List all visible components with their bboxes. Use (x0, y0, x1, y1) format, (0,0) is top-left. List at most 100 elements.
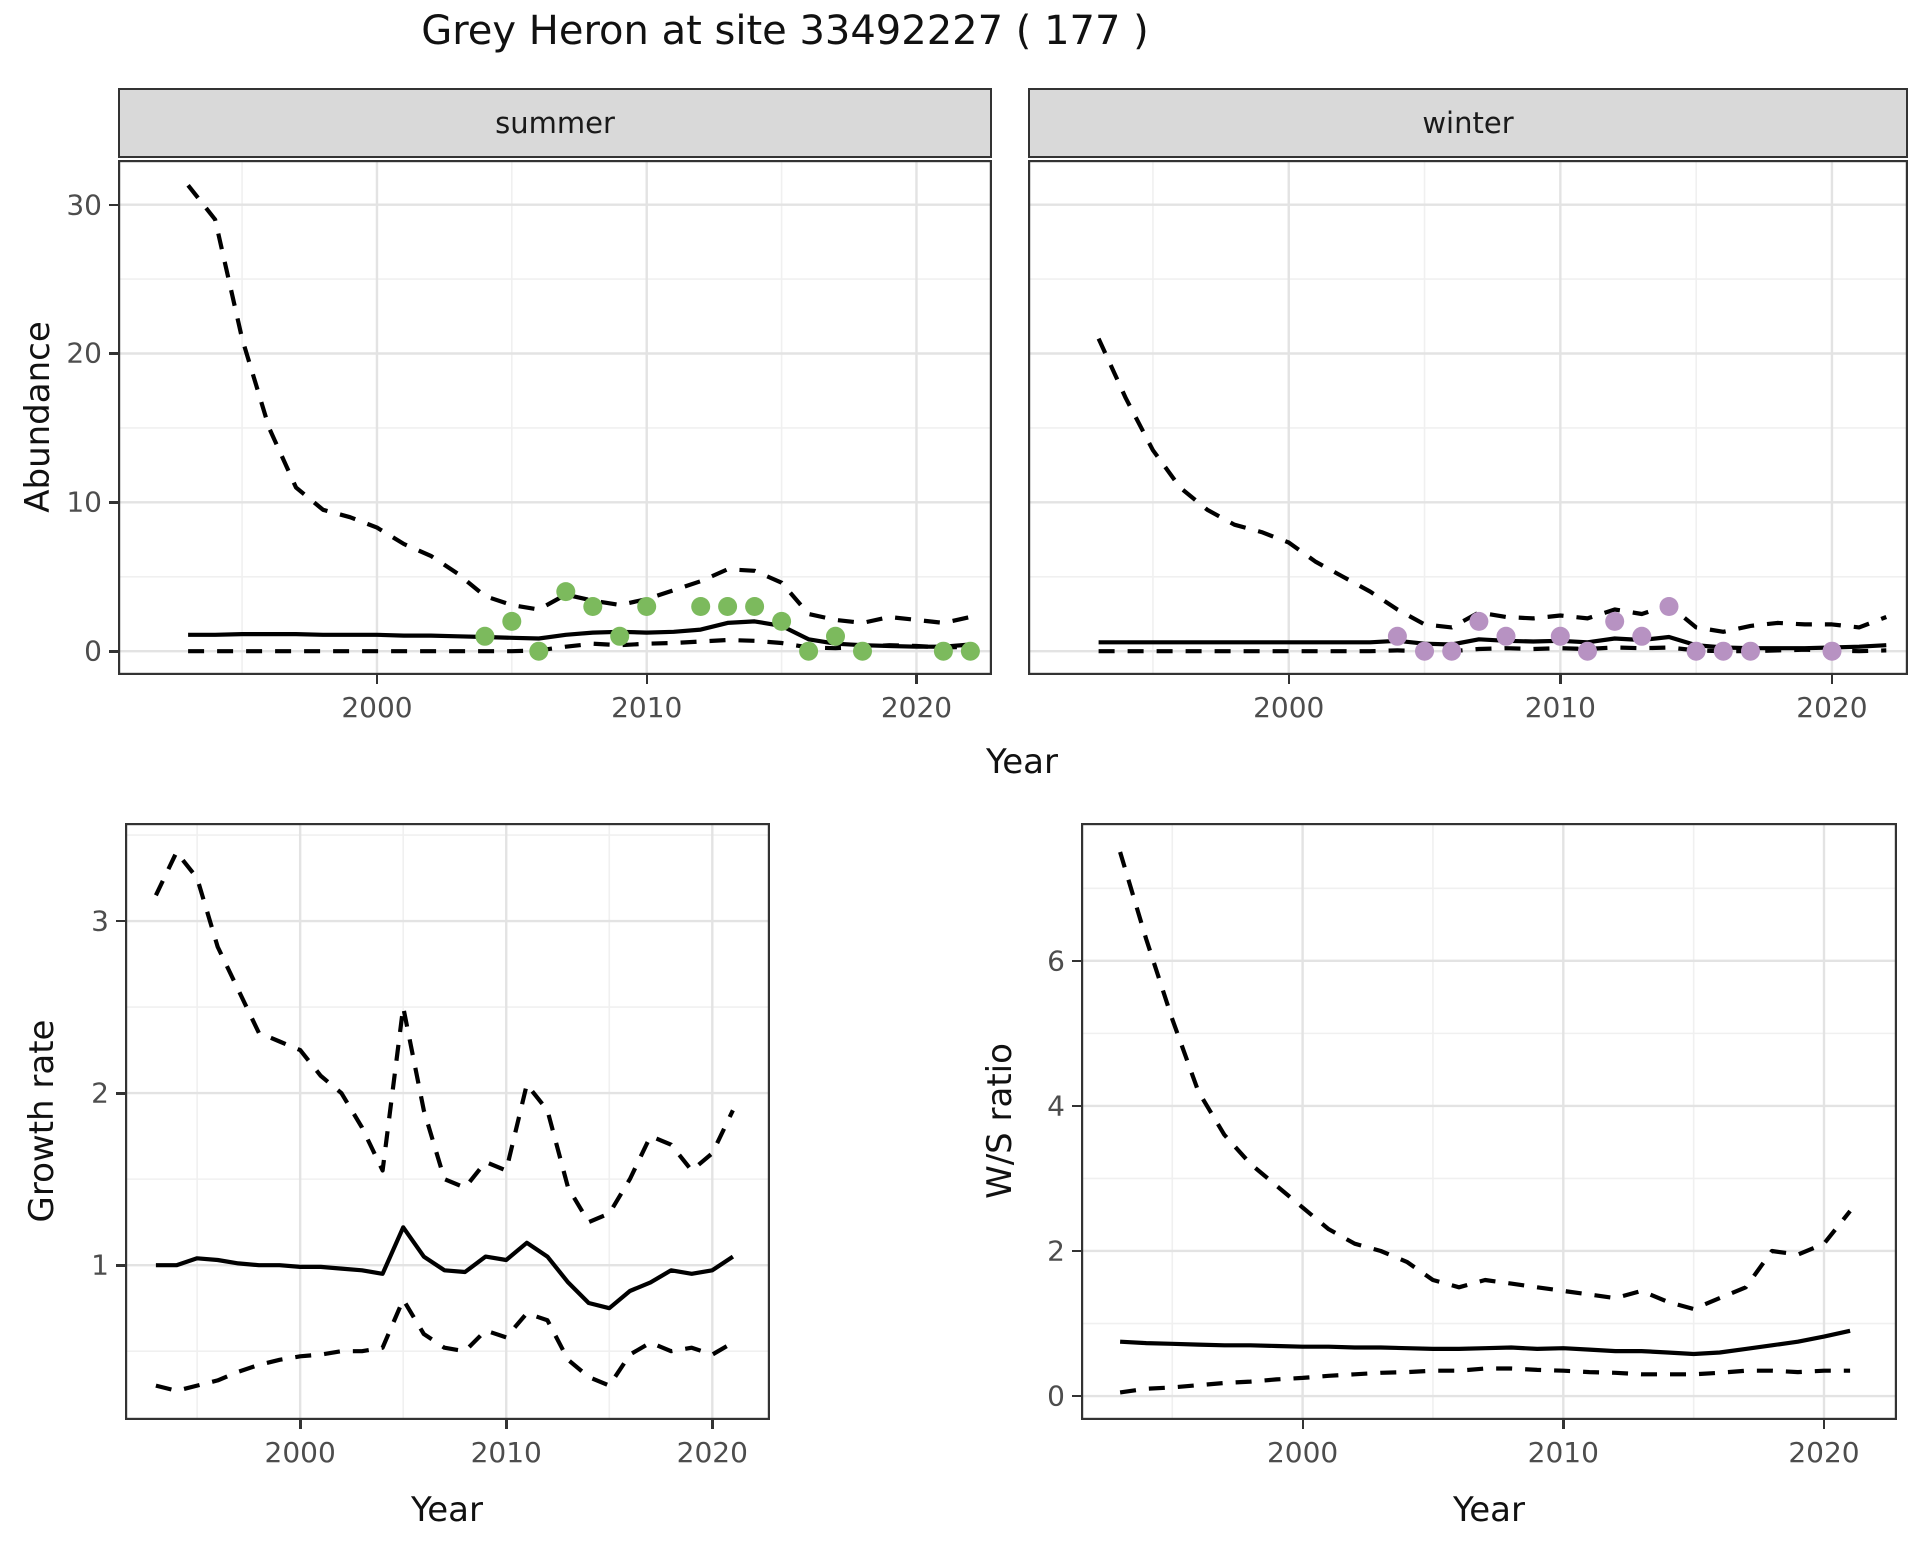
axis-tick-label-x: 2010 (470, 1436, 542, 1469)
data-point (745, 597, 765, 616)
data-point (637, 597, 657, 616)
panel-border (118, 160, 992, 675)
data-point (799, 641, 819, 661)
axis-tick-label-y: 2 (1047, 1234, 1065, 1268)
data-point (1686, 641, 1706, 661)
data-point (1822, 641, 1842, 661)
axis-tick-mark (1559, 675, 1562, 684)
data-point (1605, 611, 1625, 631)
facet-strip-winter: winter (1028, 88, 1908, 158)
axis-tick-mark (645, 675, 649, 684)
series-lower_ci (1098, 645, 1887, 654)
axis-tick-mark (375, 675, 379, 684)
panel-background (125, 823, 770, 1420)
axis-tick-mark (109, 650, 118, 653)
axis-tick-label-x: 2010 (611, 691, 683, 724)
axis-tick-mark (116, 1092, 125, 1095)
axis-tick-label-y: 2 (91, 1076, 109, 1110)
axis-tick-mark (299, 1420, 302, 1429)
series-upper_ci (1096, 337, 1888, 634)
axis-tick-mark (711, 1420, 714, 1429)
series-mean (155, 1225, 735, 1311)
axis-tick-label-x: 2000 (264, 1436, 336, 1469)
x-axis-title-year-ws: Year (1453, 1490, 1525, 1530)
facet-strip-summer: summer (118, 88, 992, 158)
x-axis-title-year-growth: Year (411, 1490, 483, 1530)
data-point (853, 641, 872, 661)
series-upper_ci (1118, 851, 1852, 1312)
axis-tick-label-x: 2020 (676, 1436, 748, 1469)
data-point (1550, 626, 1570, 646)
series-lower_ci (155, 1297, 734, 1393)
axis-tick-label-x: 2010 (1524, 691, 1596, 724)
panel-border (1081, 823, 1897, 1420)
data-point (1496, 626, 1516, 646)
data-point (933, 641, 953, 661)
axis-tick-label-y: 0 (84, 634, 102, 668)
series-mean (1119, 1328, 1851, 1357)
abundance-summer-panel (118, 160, 992, 675)
growth-rate-panel (125, 823, 770, 1420)
data-point (529, 641, 549, 661)
axis-tick-mark (1287, 675, 1291, 684)
data-point (1578, 641, 1597, 661)
axis-tick-label-y: 6 (1047, 944, 1065, 978)
data-point (718, 597, 738, 616)
axis-tick-mark (109, 203, 118, 207)
axis-tick-label-y: 0 (1047, 1379, 1065, 1413)
panel-background (118, 160, 992, 675)
axis-tick-mark (116, 920, 125, 923)
panel-background (1028, 160, 1908, 675)
axis-tick-mark (1823, 1420, 1826, 1429)
facet-strip-winter-label: winter (1422, 106, 1514, 140)
series-upper_ci (154, 850, 735, 1225)
y-axis-title-ws-ratio: W/S ratio (980, 1043, 1020, 1199)
data-point (1387, 626, 1407, 646)
data-point (610, 626, 630, 646)
panel-border (1028, 160, 1908, 675)
axis-tick-mark (1072, 1104, 1081, 1108)
axis-tick-mark (1072, 959, 1081, 963)
data-point (1741, 641, 1760, 661)
data-point (826, 626, 845, 646)
axis-tick-label-x: 2000 (1253, 691, 1325, 724)
x-axis-title-year-top: Year (986, 742, 1058, 782)
series-lower_ci (1119, 1366, 1851, 1395)
axis-tick-label-x: 2010 (1527, 1436, 1599, 1469)
abundance-winter-panel (1028, 160, 1908, 675)
data-point (1632, 626, 1652, 646)
axis-tick-mark (1072, 1395, 1081, 1398)
data-point (1713, 641, 1733, 661)
facet-strip-summer-label: summer (495, 106, 615, 140)
y-axis-title-growth-rate: Growth rate (22, 1019, 62, 1223)
axis-tick-label-y: 1 (91, 1248, 109, 1282)
axis-tick-label-y: 4 (1047, 1089, 1065, 1123)
axis-tick-mark (505, 1420, 508, 1429)
axis-tick-label-y: 3 (91, 904, 109, 938)
data-point (1415, 641, 1434, 661)
data-point (691, 597, 711, 616)
data-point (1442, 641, 1462, 661)
data-point (475, 626, 495, 646)
axis-tick-label-x: 2000 (1266, 1436, 1339, 1469)
data-point (583, 597, 603, 616)
axis-tick-mark (109, 501, 118, 504)
axis-tick-label-x: 2020 (1796, 691, 1868, 724)
data-point (556, 582, 576, 602)
series-lower_ci (188, 637, 971, 654)
axis-tick-mark (109, 352, 118, 355)
axis-tick-mark (915, 675, 918, 684)
data-point (960, 641, 980, 661)
page-title: Grey Heron at site 33492227 ( 177 ) (421, 8, 1149, 54)
axis-tick-label-y: 20 (66, 336, 102, 370)
axis-tick-mark (116, 1264, 125, 1267)
ws-ratio-panel (1081, 823, 1897, 1420)
axis-tick-label-x: 2020 (880, 691, 953, 724)
data-point (1659, 597, 1679, 616)
axis-tick-mark (1562, 1420, 1565, 1429)
axis-tick-label-y: 10 (66, 485, 102, 519)
data-point (772, 611, 792, 631)
y-axis-title-abundance: Abundance (18, 321, 58, 513)
axis-tick-mark (1830, 675, 1834, 684)
